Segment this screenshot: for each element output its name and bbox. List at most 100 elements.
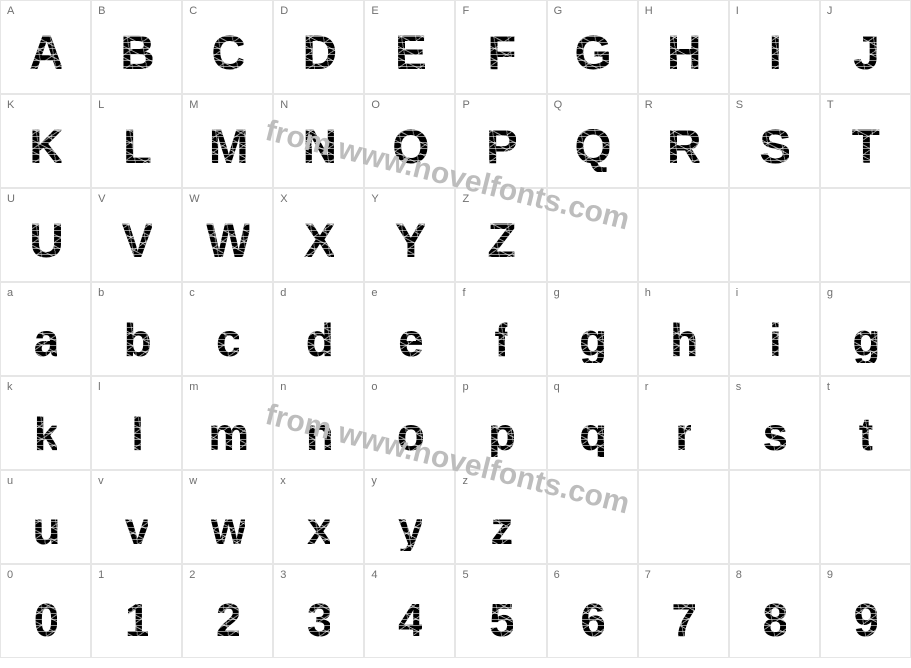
glyph-cell: MM — [182, 94, 273, 188]
glyph-cell: DD — [273, 0, 364, 94]
glyph-label: q — [554, 381, 560, 393]
glyph-display: g — [852, 317, 878, 363]
glyph-cell: gg — [820, 282, 911, 376]
glyph-cell: II — [729, 0, 820, 94]
glyph-cell: 22 — [182, 564, 273, 658]
glyph-display: 5 — [489, 597, 513, 643]
glyph-display: Y — [395, 218, 425, 266]
glyph-display: p — [488, 411, 514, 457]
glyph-display: 0 — [34, 597, 58, 643]
glyph-label: h — [645, 287, 651, 299]
glyph-cell: JJ — [820, 0, 911, 94]
glyph-display: N — [303, 124, 336, 172]
glyph-cell: RR — [638, 94, 729, 188]
glyph-display: 4 — [398, 597, 422, 643]
glyph-cell: tt — [820, 376, 911, 470]
glyph-label: m — [189, 381, 198, 393]
glyph-cell: QQ — [547, 94, 638, 188]
glyph-display: I — [769, 30, 780, 78]
glyph-display: k — [34, 411, 58, 457]
glyph-cell: ii — [729, 282, 820, 376]
glyph-label: L — [98, 99, 104, 111]
glyph-cell: PP — [455, 94, 546, 188]
glyph-display: 7 — [671, 597, 695, 643]
glyph-display: i — [769, 317, 780, 363]
glyph-label: F — [462, 5, 469, 17]
glyph-label: I — [736, 5, 739, 17]
glyph-label: 5 — [462, 569, 468, 581]
glyph-label: n — [280, 381, 286, 393]
glyph-label: f — [462, 287, 465, 299]
glyph-cell: rr — [638, 376, 729, 470]
glyph-label: 8 — [736, 569, 742, 581]
glyph-display: X — [304, 218, 334, 266]
glyph-label: J — [827, 5, 833, 17]
glyph-display: 8 — [763, 597, 787, 643]
glyph-label: Y — [371, 193, 378, 205]
glyph-cell: 33 — [273, 564, 364, 658]
glyph-display: r — [675, 411, 691, 457]
glyph-display: V — [122, 218, 152, 266]
glyph-label: 0 — [7, 569, 13, 581]
glyph-cell — [820, 470, 911, 564]
glyph-label: 7 — [645, 569, 651, 581]
glyph-label: R — [645, 99, 653, 111]
glyph-cell: aa — [0, 282, 91, 376]
glyph-cell: GG — [547, 0, 638, 94]
glyph-display: d — [306, 317, 332, 363]
glyph-cell: 55 — [455, 564, 546, 658]
glyph-display: y — [398, 505, 422, 551]
glyph-display: M — [209, 124, 247, 172]
glyph-label: K — [7, 99, 14, 111]
glyph-cell — [729, 470, 820, 564]
glyph-cell: hh — [638, 282, 729, 376]
glyph-display: 6 — [580, 597, 604, 643]
glyph-label: M — [189, 99, 198, 111]
glyph-label: t — [827, 381, 830, 393]
glyph-label: g — [827, 287, 833, 299]
glyph-display: 2 — [216, 597, 240, 643]
glyph-display: S — [759, 124, 789, 172]
glyph-cell: 99 — [820, 564, 911, 658]
glyph-cell: 44 — [364, 564, 455, 658]
glyph-cell: WW — [182, 188, 273, 282]
glyph-label: 4 — [371, 569, 377, 581]
glyph-cell: 11 — [91, 564, 182, 658]
glyph-label: y — [371, 475, 377, 487]
glyph-cell: VV — [91, 188, 182, 282]
glyph-cell — [820, 188, 911, 282]
glyph-label: r — [645, 381, 649, 393]
glyph-display: 9 — [854, 597, 878, 643]
glyph-display: Q — [574, 124, 609, 172]
glyph-cell: qq — [547, 376, 638, 470]
glyph-cell: ZZ — [455, 188, 546, 282]
glyph-display: z — [491, 505, 512, 551]
glyph-display: a — [34, 317, 58, 363]
glyph-label: G — [554, 5, 563, 17]
glyph-display: C — [211, 30, 244, 78]
glyph-cell: zz — [455, 470, 546, 564]
glyph-display: A — [29, 30, 62, 78]
glyph-label: 6 — [554, 569, 560, 581]
glyph-display: t — [859, 411, 872, 457]
glyph-cell: uu — [0, 470, 91, 564]
glyph-label: w — [189, 475, 197, 487]
glyph-cell: gg — [547, 282, 638, 376]
glyph-label: Z — [462, 193, 469, 205]
glyph-cell: nn — [273, 376, 364, 470]
glyph-label: d — [280, 287, 286, 299]
glyph-cell: mm — [182, 376, 273, 470]
glyph-cell: dd — [273, 282, 364, 376]
glyph-cell: xx — [273, 470, 364, 564]
glyph-display: q — [579, 411, 605, 457]
glyph-cell: TT — [820, 94, 911, 188]
glyph-display: P — [486, 124, 516, 172]
glyph-label: l — [98, 381, 100, 393]
glyph-cell: HH — [638, 0, 729, 94]
glyph-label: P — [462, 99, 469, 111]
glyph-cell: bb — [91, 282, 182, 376]
glyph-display: J — [853, 30, 878, 78]
glyph-cell: cc — [182, 282, 273, 376]
glyph-display: h — [670, 317, 696, 363]
glyph-display: n — [306, 411, 332, 457]
